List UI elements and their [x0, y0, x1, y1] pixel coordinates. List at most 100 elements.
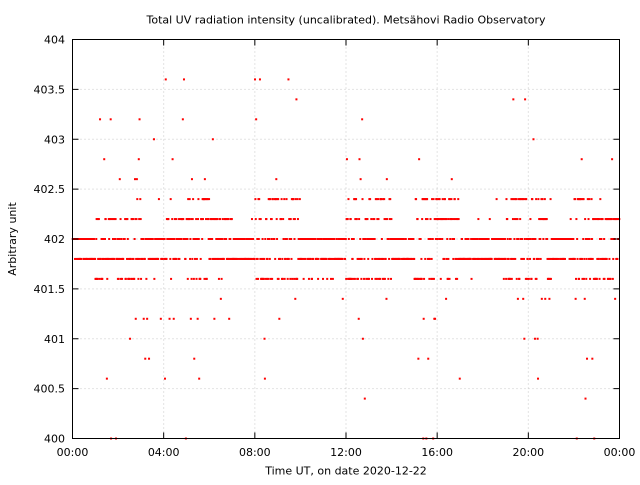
data-point — [520, 198, 523, 201]
data-point — [397, 238, 400, 240]
data-point — [376, 218, 379, 221]
data-point — [537, 257, 540, 260]
data-point — [168, 238, 171, 240]
data-point — [201, 218, 204, 221]
data-point — [134, 218, 137, 221]
data-point — [514, 198, 517, 201]
data-point — [190, 178, 193, 181]
y-tick-label: 403 — [44, 133, 65, 146]
data-point — [410, 257, 413, 260]
data-point — [509, 238, 512, 240]
data-point — [387, 277, 390, 280]
data-point — [420, 257, 423, 260]
data-point — [426, 198, 429, 201]
data-point — [197, 198, 200, 201]
data-point — [109, 218, 112, 221]
data-point — [546, 257, 549, 260]
data-point — [382, 257, 385, 260]
data-point — [285, 238, 288, 240]
data-point — [521, 257, 524, 260]
data-point — [582, 238, 585, 240]
data-point — [506, 238, 509, 240]
data-point — [225, 238, 228, 240]
data-point — [579, 257, 582, 260]
data-point — [170, 238, 173, 240]
data-point — [258, 78, 261, 81]
data-point — [105, 257, 108, 260]
data-point — [288, 238, 291, 240]
data-point — [605, 257, 608, 260]
data-point — [259, 218, 262, 221]
data-point — [295, 98, 298, 101]
data-point — [543, 198, 546, 201]
data-point — [124, 218, 127, 221]
data-point — [208, 198, 211, 201]
data-point — [451, 218, 454, 221]
data-point — [396, 238, 399, 240]
data-point — [547, 257, 550, 260]
data-point — [211, 238, 214, 240]
data-point — [598, 218, 601, 221]
data-point — [587, 218, 590, 221]
data-point — [457, 198, 460, 201]
data-point — [477, 218, 480, 221]
data-point — [540, 218, 543, 221]
data-point — [383, 277, 386, 280]
data-point — [165, 257, 168, 260]
data-point — [140, 238, 143, 240]
data-point — [511, 218, 514, 221]
data-point — [467, 238, 470, 240]
data-point — [92, 238, 95, 240]
data-point — [234, 238, 237, 240]
data-point — [519, 198, 522, 201]
data-point — [516, 297, 519, 300]
data-point — [354, 218, 357, 221]
data-point — [536, 257, 539, 260]
data-point — [254, 198, 257, 201]
data-point — [194, 257, 197, 260]
data-point — [361, 337, 364, 340]
data-point — [252, 238, 255, 240]
data-point — [589, 277, 592, 280]
data-point — [306, 238, 309, 240]
data-point — [371, 257, 374, 260]
data-point — [328, 238, 331, 240]
data-point — [304, 257, 307, 260]
data-point — [101, 277, 104, 280]
data-point — [134, 317, 137, 320]
data-point — [111, 257, 114, 260]
data-point — [562, 257, 565, 260]
data-point — [282, 218, 285, 221]
data-point — [227, 257, 230, 260]
data-point — [290, 238, 293, 240]
data-point — [453, 238, 456, 240]
data-point — [413, 257, 416, 260]
data-point — [118, 257, 121, 260]
data-point — [213, 218, 215, 221]
data-point — [582, 277, 585, 280]
data-point — [334, 257, 337, 260]
grid-lines — [72, 39, 620, 439]
data-point — [217, 277, 220, 280]
data-point — [194, 238, 197, 240]
data-point — [429, 238, 432, 240]
data-point — [375, 257, 378, 260]
data-point — [344, 238, 347, 240]
data-point — [163, 257, 166, 260]
data-point — [307, 238, 310, 240]
data-point — [533, 257, 536, 260]
data-point — [301, 257, 304, 260]
data-point — [358, 257, 361, 260]
data-point — [154, 238, 157, 240]
data-point — [516, 218, 519, 221]
data-point — [135, 257, 138, 260]
data-point — [119, 218, 122, 221]
data-point — [445, 297, 448, 300]
data-point — [121, 277, 124, 280]
data-point — [532, 238, 535, 240]
data-point — [439, 218, 442, 221]
data-point — [382, 198, 385, 201]
data-point — [129, 257, 132, 260]
data-point — [278, 317, 281, 320]
data-point — [281, 257, 284, 260]
